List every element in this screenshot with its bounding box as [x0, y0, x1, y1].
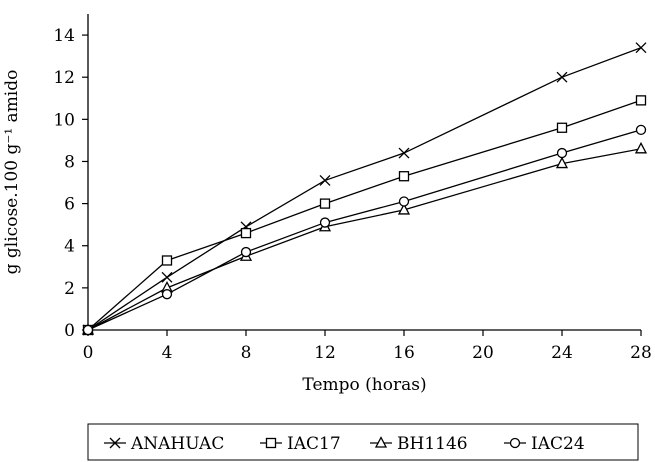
- axes: [87, 14, 641, 331]
- legend-marker: [265, 437, 277, 449]
- series-group: [81, 42, 648, 336]
- x-tick-label: 16: [393, 343, 415, 363]
- legend-marker: [109, 437, 121, 449]
- y-tick-label: 10: [53, 110, 75, 130]
- legend: ANAHUAC IAC17 BH1146 IAC24: [87, 423, 639, 461]
- y-tick-label: 6: [64, 195, 75, 215]
- series-anahuac: [82, 42, 647, 336]
- data-point: [635, 42, 647, 54]
- x-tick-label: 8: [241, 343, 252, 363]
- x-axis-title: Tempo (horas): [302, 375, 426, 395]
- series-line: [87, 148, 642, 331]
- data-point: [398, 196, 410, 207]
- data-point: [397, 203, 411, 215]
- data-point: [556, 122, 568, 133]
- legend-label: ANAHUAC: [130, 434, 224, 454]
- x-tick-label: 24: [551, 343, 573, 363]
- legend-label: BH1146: [397, 434, 468, 454]
- x-tick-label: 28: [630, 343, 652, 363]
- data-point: [398, 171, 410, 182]
- x-tick-label: 20: [472, 343, 494, 363]
- data-point: [634, 141, 648, 154]
- x-tick-label: 12: [314, 343, 336, 363]
- series-iac24: [82, 124, 647, 336]
- legend-marker: [374, 436, 388, 448]
- legend-label: IAC17: [287, 434, 341, 454]
- data-point: [161, 289, 173, 300]
- series-line: [87, 129, 642, 331]
- data-point: [82, 324, 94, 336]
- data-point: [398, 147, 410, 159]
- data-point: [319, 217, 331, 228]
- data-point: [556, 71, 568, 83]
- y-tick-label: 2: [64, 279, 75, 299]
- data-point: [556, 147, 568, 159]
- legend-item: ANAHUAC: [104, 434, 224, 454]
- y-tick-label: 4: [64, 237, 75, 257]
- legend-item: IAC17: [260, 434, 341, 454]
- y-axis-title: g glicose.100 g⁻¹ amido: [2, 70, 22, 275]
- data-point: [240, 246, 252, 258]
- data-point: [240, 227, 252, 239]
- legend-item: BH1146: [370, 434, 468, 454]
- legend-item: IAC24: [504, 434, 585, 454]
- y-tick-label: 12: [53, 68, 75, 88]
- data-point: [161, 255, 173, 266]
- legend-label: IAC24: [531, 434, 585, 454]
- data-point: [319, 174, 331, 186]
- x-tick-label: 4: [162, 343, 173, 363]
- x-tick-label: 0: [83, 343, 94, 363]
- series-line: [87, 47, 642, 331]
- legend-box: [87, 423, 639, 461]
- legend-marker: [509, 437, 521, 449]
- data-point: [319, 198, 331, 209]
- data-point: [161, 271, 173, 283]
- data-point: [555, 156, 569, 169]
- series-bh1146: [81, 141, 648, 335]
- y-tick-label: 8: [64, 152, 75, 172]
- data-point: [635, 95, 647, 106]
- y-tick-label: 14: [53, 26, 75, 46]
- y-tick-label: 0: [64, 321, 75, 341]
- data-point: [635, 124, 647, 136]
